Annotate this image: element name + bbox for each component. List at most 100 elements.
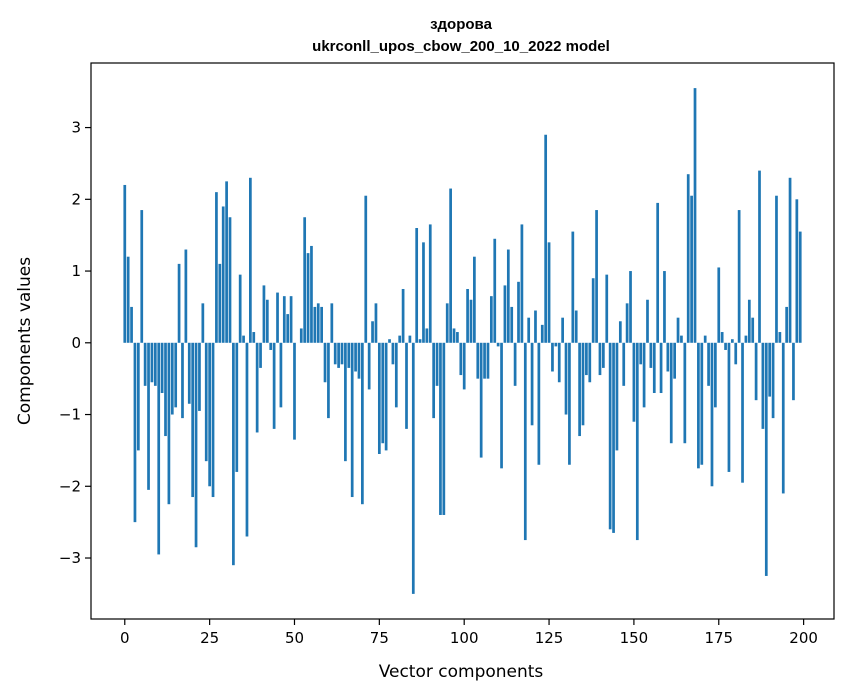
bar-108 [489, 296, 493, 343]
bar-53 [303, 217, 307, 343]
bar-2 [130, 306, 133, 343]
bar-137 [588, 342, 592, 383]
bar-194 [781, 342, 785, 494]
bar-19 [187, 342, 191, 404]
bar-80 [394, 342, 398, 408]
bar-102 [469, 299, 473, 343]
bar-154 [646, 299, 649, 343]
bar-27 [215, 192, 218, 343]
bar-188 [761, 342, 765, 429]
bar-45 [276, 292, 279, 343]
bar-85 [411, 342, 415, 594]
bar-7 [147, 342, 150, 490]
bar-132 [571, 231, 575, 343]
x-tick-label: 125 [535, 629, 564, 647]
bar-135 [581, 342, 585, 426]
bar-142 [605, 274, 609, 343]
x-tick-label: 50 [285, 629, 304, 647]
bar-172 [707, 342, 710, 386]
bar-8 [150, 342, 154, 383]
bar-3 [133, 342, 137, 523]
bar-141 [602, 342, 605, 368]
bar-176 [720, 332, 724, 343]
bar-series [123, 88, 802, 594]
bar-88 [422, 242, 425, 343]
bar-62 [333, 342, 337, 365]
bar-183 [744, 335, 748, 343]
bar-70 [361, 342, 364, 505]
bar-197 [792, 342, 795, 401]
bar-14 [170, 342, 174, 415]
y-tick-label: −3 [59, 549, 81, 567]
bar-95 [445, 303, 449, 343]
bar-148 [625, 303, 629, 343]
y-tick-label: 0 [71, 334, 81, 352]
bar-123 [540, 324, 544, 343]
bar-187 [758, 170, 761, 343]
bar-68 [354, 342, 357, 372]
bar-180 [734, 342, 738, 365]
bar-182 [741, 342, 744, 483]
bar-69 [357, 342, 361, 379]
bar-59 [323, 342, 327, 383]
bar-79 [391, 342, 395, 365]
bar-91 [432, 342, 436, 419]
bar-37 [249, 177, 252, 343]
bar-58 [320, 306, 323, 343]
bar-133 [574, 310, 578, 343]
bar-111 [500, 342, 503, 469]
bar-17 [181, 342, 184, 419]
bar-193 [778, 332, 782, 343]
chart-title: здорова [430, 16, 492, 33]
bar-71 [364, 195, 368, 343]
bar-162 [673, 342, 676, 379]
bar-83 [405, 342, 408, 429]
bar-66 [347, 342, 351, 368]
bar-64 [340, 342, 344, 365]
bar-181 [737, 210, 741, 343]
bar-54 [306, 253, 310, 343]
x-axis-ticks: 0 25 50 75 100 125 150 175 200 [120, 619, 818, 647]
bar-36 [245, 342, 249, 537]
x-tick-label: 150 [620, 629, 649, 647]
bar-195 [785, 306, 789, 343]
bar-175 [717, 267, 721, 343]
bar-120 [530, 342, 534, 426]
bar-104 [476, 342, 480, 379]
bar-168 [693, 88, 697, 343]
bar-161 [669, 342, 673, 444]
bar-96 [449, 188, 452, 343]
bar-173 [710, 342, 714, 487]
bar-101 [466, 288, 469, 343]
bar-159 [663, 271, 666, 343]
bar-167 [690, 195, 693, 343]
bar-89 [425, 328, 429, 343]
bar-43 [269, 342, 273, 350]
bar-98 [456, 332, 459, 343]
chart-subtitle: ukrconll_upos_cbow_200_10_2022 model [312, 38, 610, 55]
bar-73 [371, 321, 374, 343]
y-tick-label: 2 [71, 190, 81, 208]
bar-112 [503, 285, 507, 343]
bar-139 [595, 210, 598, 343]
bar-49 [289, 296, 293, 343]
bar-78 [388, 339, 391, 343]
x-tick-label: 25 [200, 629, 219, 647]
bar-56 [313, 306, 317, 343]
bar-55 [310, 245, 313, 343]
bar-57 [316, 303, 320, 343]
bar-144 [612, 342, 615, 533]
bar-198 [795, 199, 799, 343]
bar-5 [140, 210, 144, 343]
bar-118 [523, 342, 527, 541]
bar-18 [184, 249, 188, 343]
bar-113 [506, 249, 510, 343]
bar-126 [551, 342, 554, 372]
bar-46 [279, 342, 283, 408]
bar-129 [561, 317, 564, 343]
bar-121 [534, 310, 537, 343]
bar-13 [167, 342, 171, 505]
x-tick-label: 75 [370, 629, 389, 647]
bar-87 [418, 339, 422, 343]
